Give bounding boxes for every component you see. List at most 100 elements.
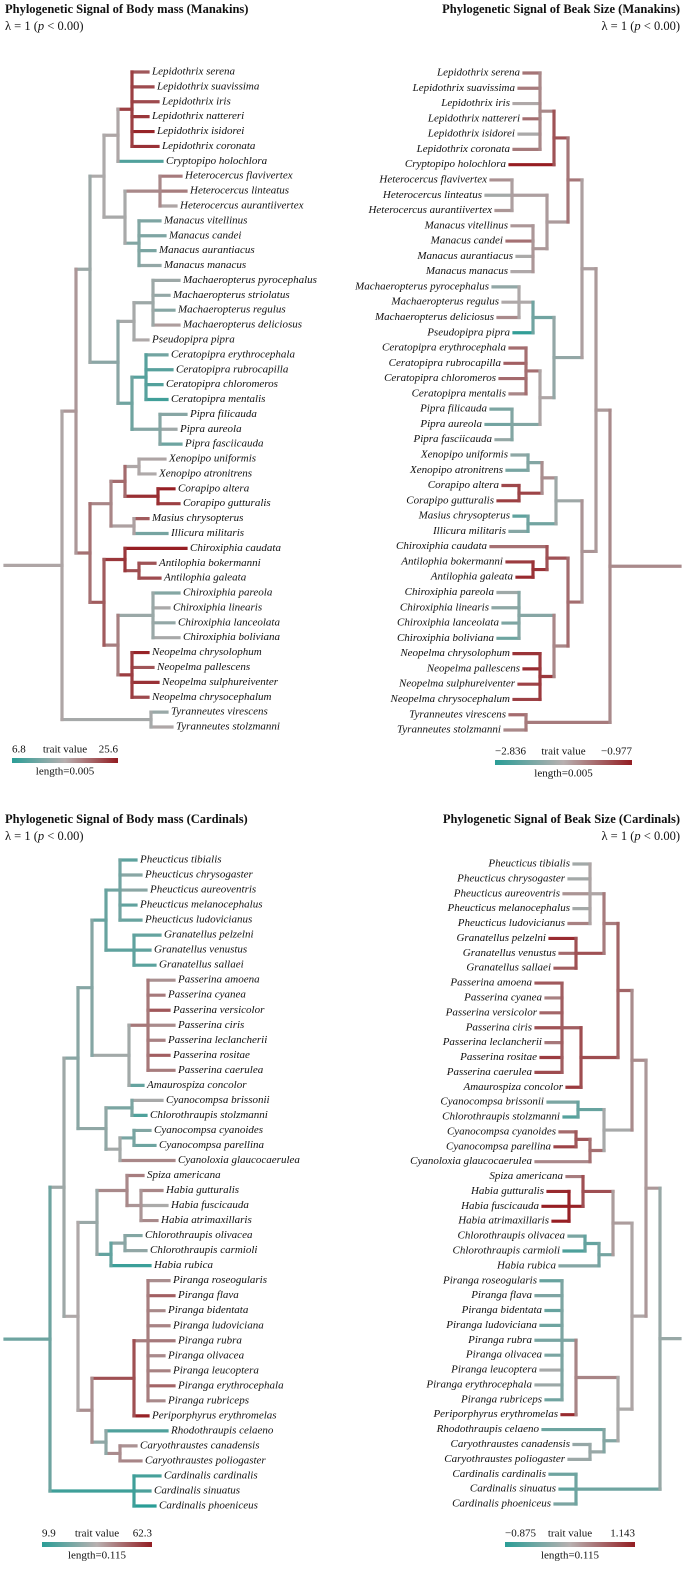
legend: 9.9 trait value 62.3 length=0.115 <box>42 1528 153 1562</box>
panel: Phylogenetic Signal of Body mass (Cardin… <box>3 812 300 1562</box>
species-label: Chlorothraupis carmioli <box>453 1245 560 1257</box>
species-label: Caryothraustes poliogaster <box>145 1454 266 1466</box>
lambda-prefix: λ = 1 ( <box>5 19 38 33</box>
species-label: Xenopipo atronitrens <box>158 467 252 479</box>
lambda-text: λ = 1 (p < 0.00) <box>5 19 84 33</box>
legend-length: length=0.005 <box>534 768 593 780</box>
species-label: Cardinalis sinuatus <box>154 1485 240 1497</box>
lambda-text: λ = 1 (p < 0.00) <box>5 829 84 843</box>
species-label: Habia rubica <box>153 1259 213 1271</box>
species-label: Antilophia bokermanni <box>400 555 503 567</box>
species-label: Passerina caerulea <box>446 1066 533 1078</box>
species-label: Piranga olivacea <box>167 1349 245 1361</box>
species-label: Neopelma pallescens <box>426 662 520 674</box>
species-label: Cyanoloxia glaucocaerulea <box>178 1154 300 1166</box>
species-label: Passerina versicolor <box>445 1006 538 1018</box>
legend: 6.8 trait value 25.6 length=0.005 <box>12 744 119 778</box>
species-label: Xenopipo uniformis <box>420 449 508 461</box>
species-label: Manacus manacus <box>163 259 246 271</box>
species-label: Cryptopipo holochlora <box>166 155 268 167</box>
species-label: Granatellus sallaei <box>159 959 244 971</box>
species-label: Passerina rositae <box>459 1051 537 1063</box>
lambda-prefix: λ = 1 ( <box>5 829 38 843</box>
species-label: Pheucticus ludovicianus <box>457 917 565 929</box>
species-label: Lepidothrix suavissima <box>412 82 516 94</box>
species-label: Machaeropterus deliciosus <box>374 311 494 323</box>
lambda-p: p <box>37 829 44 843</box>
species-label: Ceratopipra rubrocapilla <box>389 357 502 369</box>
species-label: Chiroxiphia boliviana <box>183 631 281 643</box>
species-label: Heterocercus flavivertex <box>378 173 487 185</box>
species-label: Lepidothrix suavissima <box>156 80 260 92</box>
species-label: Pipra fasciicauda <box>184 438 264 450</box>
species-label: Spiza americana <box>489 1170 563 1182</box>
species-label: Heterocercus flavivertex <box>184 170 293 182</box>
species-label: Ceratopipra erythrocephala <box>382 342 506 354</box>
species-label: Chiroxiphia linearis <box>173 601 262 613</box>
species-label: Cyanocompsa cyanoides <box>154 1124 263 1136</box>
legend-min: −2.836 <box>495 746 526 758</box>
species-label: Pheucticus aureoventris <box>453 887 560 899</box>
species-label: Ceratopipra mentalis <box>171 393 265 405</box>
lambda-suffix: < 0.00) <box>641 829 680 843</box>
legend-length: length=0.115 <box>541 1550 600 1562</box>
species-label: Xenopipo uniformis <box>168 453 256 465</box>
species-label: Pipra aureola <box>419 418 482 430</box>
species-label: Heterocercus aurantiivertex <box>367 204 492 216</box>
species-label: Tyranneutes virescens <box>171 706 268 718</box>
species-label: Piranga roseogularis <box>172 1274 267 1286</box>
species-label: Pipra fasciicauda <box>412 433 492 445</box>
species-label: Periporphyrus erythromelas <box>432 1408 558 1420</box>
legend-label: trait value <box>43 744 87 756</box>
species-label: Cyanocompsa parellina <box>446 1140 551 1152</box>
species-label: Cyanocompsa brissonii <box>440 1096 544 1108</box>
species-label: Chiroxiphia pareola <box>183 587 273 599</box>
species-label: Habia atrimaxillaris <box>457 1215 549 1227</box>
species-label: Chiroxiphia lanceolata <box>397 617 499 629</box>
species-label: Neopelma chrysolophum <box>151 646 262 658</box>
species-label: Antilophia bokermanni <box>158 557 261 569</box>
species-label: Caryothraustes poliogaster <box>444 1453 565 1465</box>
species-label: Pheucticus tibialis <box>487 858 570 870</box>
species-label: Machaeropterus regulus <box>177 304 286 316</box>
species-label: Habia atrimaxillaris <box>160 1214 252 1226</box>
species-label: Piranga roseogularis <box>442 1274 537 1286</box>
species-label: Machaeropterus striolatus <box>172 289 290 301</box>
species-label: Neopelma sulphureiventer <box>161 676 279 688</box>
species-label: Cryptopipo holochlora <box>405 158 507 170</box>
species-label: Machaeropterus pyrocephalus <box>354 280 489 292</box>
species-label: Passerina rositae <box>172 1049 250 1061</box>
species-label: Habia fuscicauda <box>170 1199 249 1211</box>
species-label: Tyranneutes stolzmanni <box>176 721 280 733</box>
species-label: Spiza americana <box>147 1169 221 1181</box>
species-label: Pipra filicauda <box>189 408 257 420</box>
species-label: Piranga flava <box>177 1289 239 1301</box>
species-label: Manacus aurantiacus <box>416 250 513 262</box>
species-label: Antilophia galeata <box>163 572 247 584</box>
species-label: Lepidothrix coronata <box>416 143 511 155</box>
species-label: Ceratopipra rubrocapilla <box>176 363 289 375</box>
species-label: Habia gutturalis <box>470 1185 544 1197</box>
legend-gradient <box>495 760 632 765</box>
species-label: Pipra filicauda <box>419 403 487 415</box>
species-label: Lepidothrix iris <box>440 97 510 109</box>
species-label: Illicura militaris <box>432 525 506 537</box>
tree <box>3 70 188 729</box>
legend-label: trait value <box>541 746 585 758</box>
species-label: Lepidothrix iris <box>161 95 231 107</box>
species-label: Cardinalis cardinalis <box>452 1468 546 1480</box>
species-label: Pheucticus aureoventris <box>149 884 256 896</box>
species-label: Chiroxiphia pareola <box>405 586 495 598</box>
species-label: Granatellus venustus <box>154 944 247 956</box>
legend-length: length=0.005 <box>36 766 95 778</box>
species-label: Manacus vitellinus <box>424 219 508 231</box>
lambda-prefix: λ = 1 ( <box>602 19 635 33</box>
species-label: Granatellus pelzelni <box>164 929 254 941</box>
legend-gradient <box>505 1542 635 1547</box>
panel-title: Phylogenetic Signal of Beak Size (Cardin… <box>443 812 680 826</box>
species-label: Granatellus pelzelni <box>456 932 546 944</box>
species-label: Corapipo altera <box>178 482 250 494</box>
species-label: Pheucticus tibialis <box>139 854 222 866</box>
species-label: Lepidothrix serena <box>436 67 520 79</box>
species-label: Manacus vitellinus <box>163 214 247 226</box>
